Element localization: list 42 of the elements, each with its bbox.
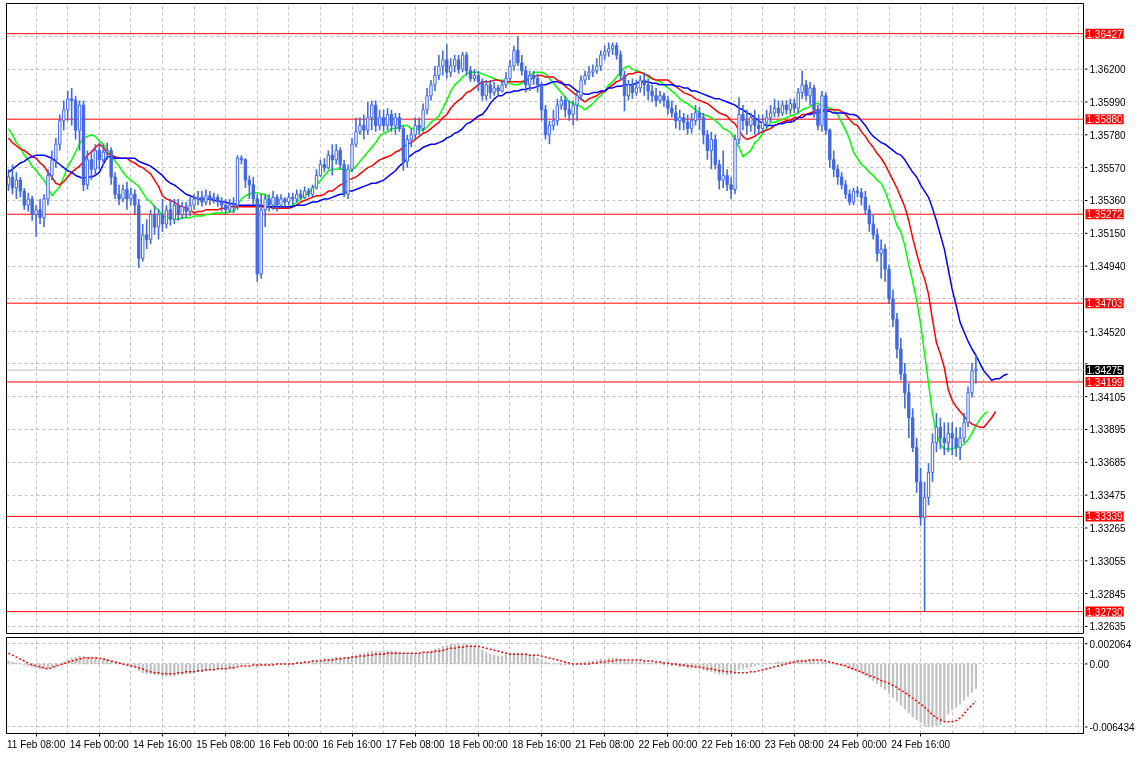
y-tick-label: 1.36200 — [1089, 64, 1127, 76]
ref-line-label: 1.34199 — [1086, 376, 1124, 388]
x-tick-label: 24 Feb 00:00 — [827, 738, 888, 750]
y-tick-label: 0.002064 — [1089, 638, 1132, 650]
y-tick-label: 1.35360 — [1089, 195, 1127, 207]
x-tick-label: 22 Feb 00:00 — [638, 738, 698, 750]
y-tick-label: 0.00 — [1089, 658, 1110, 670]
y-tick-label: 1.33685 — [1089, 457, 1127, 469]
x-tick-label: 15 Feb 08:00 — [196, 738, 256, 750]
ref-line-label: 1.33339 — [1086, 511, 1124, 523]
x-tick-label: 16 Feb 16:00 — [322, 738, 382, 750]
y-tick-label: -0.006434 — [1089, 721, 1135, 733]
y-tick-label: 1.34105 — [1089, 391, 1127, 403]
ref-line-label: 1.36427 — [1086, 28, 1124, 40]
x-tick-label: 17 Feb 08:00 — [385, 738, 446, 750]
x-tick-label: 16 Feb 00:00 — [259, 738, 319, 750]
ref-line-label: 1.34275 — [1086, 365, 1124, 377]
x-tick-label: 18 Feb 00:00 — [448, 738, 509, 750]
x-tick-label: 24 Feb 16:00 — [891, 738, 951, 750]
y-tick-label: 1.34520 — [1089, 326, 1127, 338]
ref-line-label: 1.35272 — [1086, 209, 1124, 221]
ref-line-label: 1.32730 — [1086, 606, 1124, 618]
x-tick-label: 23 Feb 08:00 — [764, 738, 825, 750]
x-tick-label: 14 Feb 16:00 — [133, 738, 193, 750]
y-tick-label: 1.32845 — [1089, 588, 1127, 600]
x-tick-label: 11 Feb 08:00 — [7, 738, 66, 750]
y-tick-label: 1.35570 — [1089, 162, 1127, 174]
x-tick-label: 21 Feb 08:00 — [575, 738, 635, 750]
y-tick-label: 1.33055 — [1089, 555, 1127, 567]
ref-line-label: 1.34703 — [1086, 298, 1124, 310]
y-tick-label: 1.35990 — [1089, 96, 1127, 108]
y-tick-label: 1.32635 — [1089, 621, 1127, 633]
x-tick-label: 14 Feb 00:00 — [69, 738, 130, 750]
y-tick-label: 1.35150 — [1089, 228, 1127, 240]
x-tick-label: 18 Feb 16:00 — [512, 738, 572, 750]
y-tick-label: 1.33265 — [1089, 522, 1127, 534]
x-tick-label: 22 Feb 16:00 — [701, 738, 761, 750]
y-tick-label: 1.33475 — [1089, 490, 1127, 502]
ref-line-label: 1.35880 — [1086, 114, 1124, 126]
y-tick-label: 1.34940 — [1089, 261, 1127, 273]
y-tick-label: 1.33895 — [1089, 424, 1127, 436]
y-tick-label: 1.35780 — [1089, 129, 1127, 141]
